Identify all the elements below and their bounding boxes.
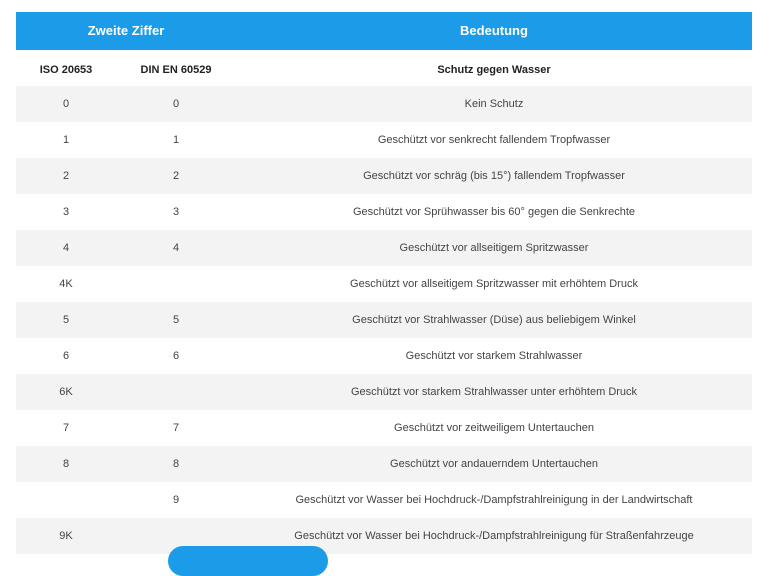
table-cell: 2 [172, 170, 180, 182]
table-cell: 3 [62, 206, 70, 218]
table-row: 3 3 Geschützt vor Sprühwasser bis 60° gege… [16, 194, 752, 230]
table-cell: Geschützt vor Sprühwasser bis 60° gegen … [353, 206, 635, 218]
table-row: 9 Geschützt vor Wasser bei Hochdruck-/Dam… [16, 482, 752, 518]
table-cell: 1 [172, 134, 180, 146]
table-cell: 9 [172, 494, 180, 506]
table-cell: Geschützt vor Strahlwasser (Düse) aus be… [352, 314, 636, 326]
table-cell: 4K [59, 278, 73, 290]
table-cell: 5 [172, 314, 180, 326]
table-row: 4 4 Geschützt vor allseitigem Spritzwasser [16, 230, 752, 266]
table-row: 4K Geschützt vor allseitigem Spritzwasser… [16, 266, 752, 302]
table-cell: 6 [62, 350, 70, 362]
table-cell: Geschützt vor allseitigem Spritzwasser m… [350, 278, 638, 290]
table-row: 6K Geschützt vor starkem Strahlwasser unt… [16, 374, 752, 410]
table-row: 0 0 Kein Schutz [16, 86, 752, 122]
header-cell: Bedeutung [460, 23, 528, 38]
table-row: 2 2 Geschützt vor schräg (bis 15°) fallend… [16, 158, 752, 194]
table-row: 5 5 Geschützt vor Strahlwasser (Düse) aus … [16, 302, 752, 338]
table-row: 1 1 Geschützt vor senkrecht fallendem Trop… [16, 122, 752, 158]
table-row: 7 7 Geschützt vor zeitweiligem Untertauche… [16, 410, 752, 446]
table-cell: 7 [172, 422, 180, 434]
table-cell: Geschützt vor Wasser bei Hochdruck-/Damp… [295, 494, 693, 506]
table-cell: Geschützt vor zeitweiligem Untertauchen [394, 422, 594, 434]
table-cell: 0 [172, 98, 180, 110]
table-cell: 6 [172, 350, 180, 362]
table-cell: Geschützt vor starkem Strahlwasser unter… [350, 386, 638, 398]
subheader-cell: Schutz gegen Wasser [437, 64, 551, 76]
table-cell: 8 [62, 458, 70, 470]
table-cell: Kein Schutz [464, 98, 524, 110]
table-cell: Geschützt vor andauerndem Untertauchen [390, 458, 598, 470]
table-cell: 0 [62, 98, 70, 110]
table-cell: 7 [62, 422, 70, 434]
table-header: Zweite Ziffer Bedeutung [16, 12, 752, 50]
table-cell: Geschützt vor senkrecht fallendem Tropfw… [377, 134, 611, 146]
table-cell: 5 [62, 314, 70, 326]
table-cell: 2 [62, 170, 70, 182]
table-cell: 6K [59, 386, 73, 398]
table-cell: 1 [62, 134, 70, 146]
table-cell: 3 [172, 206, 180, 218]
table-cell: 9K [59, 530, 73, 542]
table-row: 9K Geschützt vor Wasser bei Hochdruck-/Da… [16, 518, 752, 554]
subheader-cell: DIN EN 60529 [140, 64, 212, 76]
table-cell: Geschützt vor Wasser bei Hochdruck-/Damp… [294, 530, 694, 542]
table-cell: Geschützt vor starkem Strahlwasser [405, 350, 583, 362]
table-row: 8 8 Geschützt vor andauerndem Untertauchen [16, 446, 752, 482]
subheader-cell: ISO 20653 [39, 64, 93, 76]
table-cell: 4 [172, 242, 180, 254]
back-to-top-button[interactable] [168, 546, 328, 576]
page: Zweite Ziffer Bedeutung ISO 20653 DIN EN… [16, 12, 752, 576]
subheader-row: ISO 20653 DIN EN 60529 Schutz gegen Wass… [16, 52, 752, 88]
table-cell: Geschützt vor schräg (bis 15°) fallendem… [363, 170, 625, 182]
table-cell: 8 [172, 458, 180, 470]
table-cell: Geschützt vor allseitigem Spritzwasser [399, 242, 589, 254]
header-cell: Zweite Ziffer [87, 23, 165, 38]
table-cell: 4 [62, 242, 70, 254]
table-row: 6 6 Geschützt vor starkem Strahlwasser [16, 338, 752, 374]
